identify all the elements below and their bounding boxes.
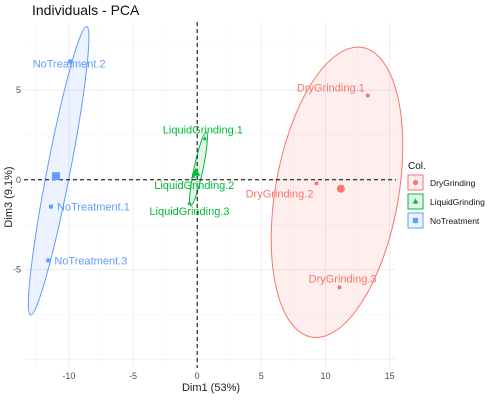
x-tick-label: 0: [195, 371, 200, 381]
confidence-ellipses: [27, 25, 404, 338]
point-drygrinding-2: [314, 181, 319, 186]
y-tick-label: -5: [13, 264, 21, 274]
reference-lines: [24, 22, 396, 368]
point-label: NoTreatment.3: [54, 255, 127, 267]
legend-label: NoTreatment: [430, 216, 480, 226]
x-axis-title: Dim1 (53%): [182, 382, 240, 394]
point-label: LiquidGrinding.1: [163, 125, 243, 137]
y-tick-label: 5: [16, 85, 21, 95]
centroid-drygrinding: [336, 184, 345, 193]
point-drygrinding-3: [337, 285, 342, 290]
legend-label: DryGrinding: [430, 178, 476, 188]
legend-marker-drygrinding: [412, 179, 419, 186]
legend-label: LiquidGrinding: [430, 197, 485, 207]
point-label: LiquidGrinding.3: [149, 206, 229, 218]
point-label: DryGrinding.1: [297, 83, 365, 95]
data-points: [46, 59, 370, 290]
point-liquidgrinding-3: [187, 200, 192, 205]
ellipse-drygrinding: [270, 46, 404, 338]
point-notreatment-2: [48, 204, 53, 209]
point-label: NoTreatment.2: [33, 58, 106, 70]
point-drygrinding-1: [365, 93, 370, 98]
legend: Col. DryGrinding LiquidGrinding NoTreatmen…: [407, 161, 485, 229]
ellipse-liquidgrinding: [188, 131, 208, 207]
point-label: DryGrinding.3: [309, 273, 377, 285]
centroid-notreatment: [52, 172, 61, 181]
legend-marker-notreatment: [412, 217, 419, 224]
point-liquidgrinding-1: [202, 136, 208, 141]
x-tick-label: -10: [62, 371, 75, 381]
x-tick-label: 5: [259, 371, 264, 381]
x-tick-label: 10: [320, 371, 330, 381]
y-tick-label: 0: [16, 175, 21, 185]
ellipse-notreatment: [27, 25, 90, 316]
axis-ticks: -10 -5 0 5 10 15 -5 0 5: [13, 85, 395, 381]
point-label: LiquidGrinding.2: [154, 180, 234, 192]
point-notreatment-3: [46, 258, 51, 263]
legend-marker-liquidgrinding: [412, 198, 419, 204]
chart-title: Individuals - PCA: [32, 2, 140, 18]
x-tick-label: 15: [385, 371, 395, 381]
x-tick-label: -5: [129, 371, 137, 381]
point-notreatment-1: [68, 59, 73, 64]
point-label: NoTreatment.1: [57, 202, 130, 214]
y-axis-title: Dim3 (9.1%): [3, 166, 15, 227]
point-labels: DryGrinding.1 DryGrinding.2 DryGrinding.3 L…: [33, 58, 377, 285]
legend-title: Col.: [408, 161, 426, 172]
point-label: DryGrinding.2: [246, 188, 314, 200]
centroid-liquidgrinding: [191, 167, 201, 176]
